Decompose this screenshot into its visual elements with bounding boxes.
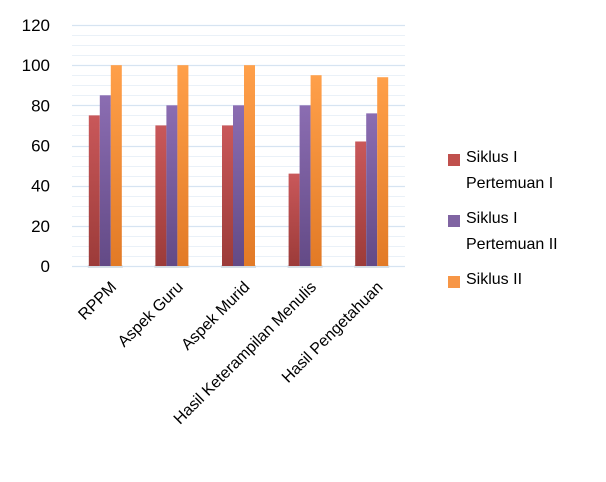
category-label: Hasil Keterampilan Menulis: [171, 279, 320, 428]
bar-2-1: [99, 95, 111, 267]
bar-1-2: [155, 125, 167, 267]
bar-3-3: [244, 65, 255, 267]
bar-group-base: [87, 265, 123, 268]
bar-1-1: [88, 115, 100, 266]
legend-item: Siklus II: [448, 271, 606, 293]
bar-group-base: [287, 265, 323, 268]
y-tick-label: 40: [31, 177, 50, 196]
legend-label: Siklus II: [466, 271, 523, 288]
legend: Siklus I Pertemuan I Siklus I Pertemuan II S…: [448, 149, 606, 307]
bar-2-4: [299, 105, 311, 266]
bar-2-2: [166, 105, 178, 266]
y-tick-label: 60: [31, 137, 50, 156]
bar-3-1: [110, 65, 122, 267]
bar-3-4: [310, 75, 322, 266]
legend-item: Siklus I Pertemuan I: [448, 149, 606, 197]
y-tick-label: 20: [31, 217, 50, 236]
legend-label: Siklus I Pertemuan I: [466, 149, 554, 192]
bar-2-3: [233, 105, 244, 266]
category-label: Aspek Guru: [115, 279, 187, 351]
category-label: Aspek Murid: [178, 279, 253, 354]
y-tick-label: 120: [22, 16, 50, 35]
y-tick-label: 100: [22, 56, 50, 75]
legend-swatch: [448, 215, 460, 227]
bar-group-base: [154, 265, 190, 268]
y-tick-label: 80: [31, 96, 50, 115]
bar-2-5: [366, 113, 378, 266]
category-label: RPPM: [75, 279, 120, 324]
y-axis-ticks: 0 20 40 60 80 100 120: [22, 16, 50, 276]
bar-3-2: [177, 65, 189, 267]
legend-item: Siklus I Pertemuan II: [448, 210, 606, 258]
bar-group-base: [221, 265, 256, 268]
bar-3-5: [377, 77, 389, 266]
bar-1-3: [222, 125, 233, 267]
legend-swatch: [448, 154, 460, 166]
bars: [87, 65, 390, 268]
y-tick-label: 0: [41, 257, 50, 276]
bar-1-4: [288, 173, 300, 266]
legend-label: Siklus I Pertemuan II: [466, 210, 558, 253]
legend-swatch: [448, 276, 460, 288]
bar-1-5: [355, 141, 367, 266]
bar-group-base: [354, 265, 390, 268]
